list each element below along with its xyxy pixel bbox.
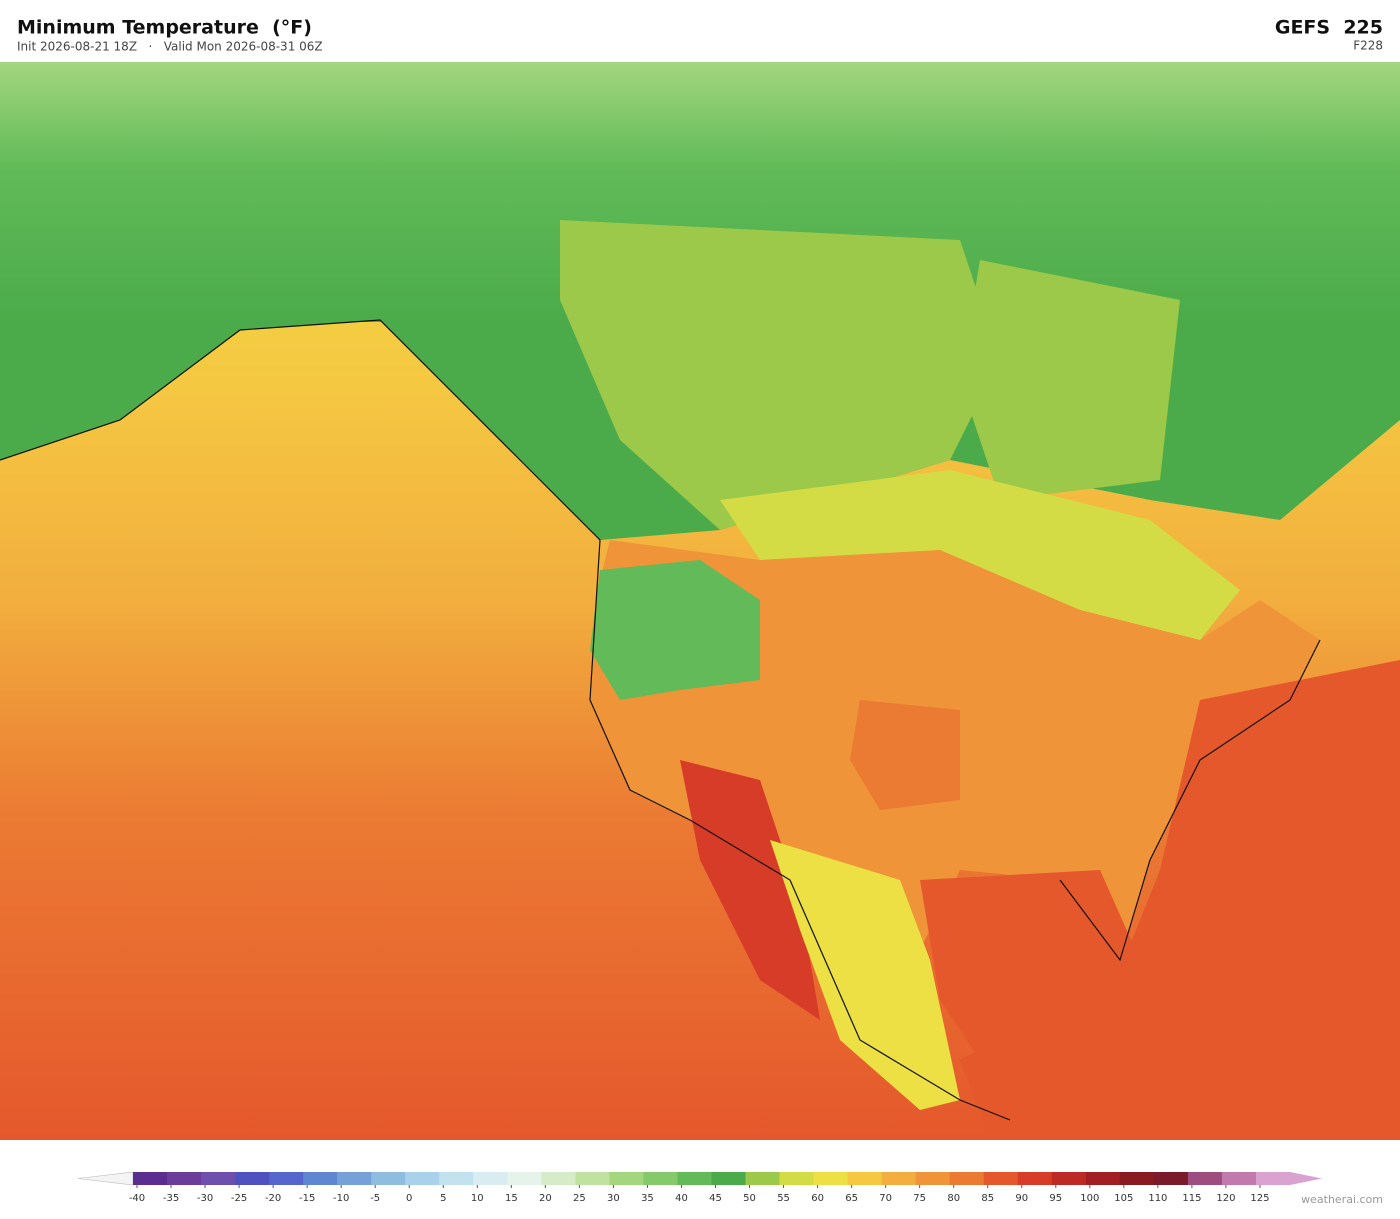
colorbar-bin (541, 1172, 576, 1185)
colorbar-bin (1085, 1172, 1121, 1185)
colorbar-tick-label: -20 (265, 1193, 281, 1204)
colorbar-bin (813, 1172, 849, 1185)
colorbar-bin (507, 1172, 542, 1185)
colorbar-tick-label: 110 (1148, 1193, 1167, 1204)
colorbar-bin (983, 1172, 1019, 1185)
colorbar-tick-label: 125 (1250, 1193, 1269, 1204)
colorbar-tick-label: 40 (675, 1193, 688, 1204)
colorbar-tick-label: -10 (333, 1193, 349, 1204)
colorbar-tick-label: 85 (981, 1193, 994, 1204)
colorbar-tick-label: -5 (370, 1193, 380, 1204)
colorbar-extension (77, 1171, 134, 1186)
colorbar-bin (201, 1172, 236, 1185)
colorbar-bin (439, 1172, 474, 1185)
colorbar-bin (609, 1172, 644, 1185)
colorbar-tick-label: 120 (1216, 1193, 1235, 1204)
colorbar-tick-label: 20 (539, 1193, 552, 1204)
colorbar-bin (133, 1172, 168, 1185)
forecast-hour: F228 (1353, 39, 1383, 53)
colorbar-extension (1290, 1172, 1322, 1185)
colorbar-tick-label: 30 (607, 1193, 620, 1204)
colorbar-bin (1119, 1172, 1155, 1185)
colorbar-tick-label: 75 (913, 1193, 926, 1204)
colorbar-tick-label: 95 (1049, 1193, 1062, 1204)
colorbar-bin (303, 1172, 338, 1185)
colorbar-bin (371, 1172, 406, 1185)
colorbar-tick-label: 35 (641, 1193, 654, 1204)
title: Minimum Temperature (°F) (17, 17, 312, 39)
colorbar-bin (269, 1172, 304, 1185)
colorbar-tick-label: 5 (440, 1193, 446, 1204)
colorbar-tick-label: 70 (879, 1193, 892, 1204)
colorbar-tick-label: 55 (777, 1193, 790, 1204)
colorbar-tick-label: -15 (299, 1193, 315, 1204)
colorbar-tick-label: 15 (505, 1193, 518, 1204)
colorbar-tick-label: 90 (1015, 1193, 1028, 1204)
colorbar-tick-label: -35 (163, 1193, 179, 1204)
colorbar-bin (847, 1172, 883, 1185)
colorbar-bin (1153, 1172, 1189, 1185)
colorbar-bin (473, 1172, 508, 1185)
colorbar: -40 -35 -30 -25 -20 -15 -10 -5 0 5 10 15 20 25 30 35 40 4… (77, 1171, 1322, 1204)
colorbar-bin (745, 1172, 781, 1185)
map (0, 62, 1400, 1140)
colorbar-tick-label: 25 (573, 1193, 586, 1204)
colorbar-bin (167, 1172, 202, 1185)
colorbar-bin (337, 1172, 372, 1185)
colorbar-bin (1017, 1172, 1053, 1185)
colorbar-bin (915, 1172, 951, 1185)
colorbar-tick-label: 60 (811, 1193, 824, 1204)
colorbar-tick-label: 105 (1114, 1193, 1133, 1204)
colorbar-bin (881, 1172, 917, 1185)
colorbar-bin (711, 1172, 747, 1185)
colorbar-bin (575, 1172, 610, 1185)
colorbar-tick-label: 80 (947, 1193, 960, 1204)
colorbar-tick-label: 50 (743, 1193, 756, 1204)
colorbar-bin (643, 1172, 678, 1185)
colorbar-bin (235, 1172, 270, 1185)
credit: weatherai.com (1301, 1193, 1383, 1206)
colorbar-bin (1187, 1172, 1223, 1185)
colorbar-bin (949, 1172, 985, 1185)
colorbar-tick-label: -40 (129, 1193, 145, 1204)
model-run: GEFS 225 (1275, 17, 1383, 39)
colorbar-bin (1255, 1172, 1291, 1185)
colorbar-tick-label: -25 (231, 1193, 247, 1204)
colorbar-tick-label: 115 (1182, 1193, 1201, 1204)
colorbar-bin (1051, 1172, 1087, 1185)
colorbar-tick-label: -30 (197, 1193, 213, 1204)
colorbar-bin (405, 1172, 440, 1185)
colorbar-bin (677, 1172, 712, 1185)
colorbar-bin (779, 1172, 815, 1185)
subtitle: Init 2026-08-21 18Z · Valid Mon 2026-08-… (17, 40, 323, 54)
colorbar-tick-label: 100 (1080, 1193, 1099, 1204)
colorbar-tick-label: 45 (709, 1193, 722, 1204)
colorbar-tick-label: 10 (471, 1193, 484, 1204)
colorbar-bin (1221, 1172, 1257, 1185)
colorbar-tick-label: 0 (406, 1193, 412, 1204)
colorbar-tick-label: 65 (845, 1193, 858, 1204)
